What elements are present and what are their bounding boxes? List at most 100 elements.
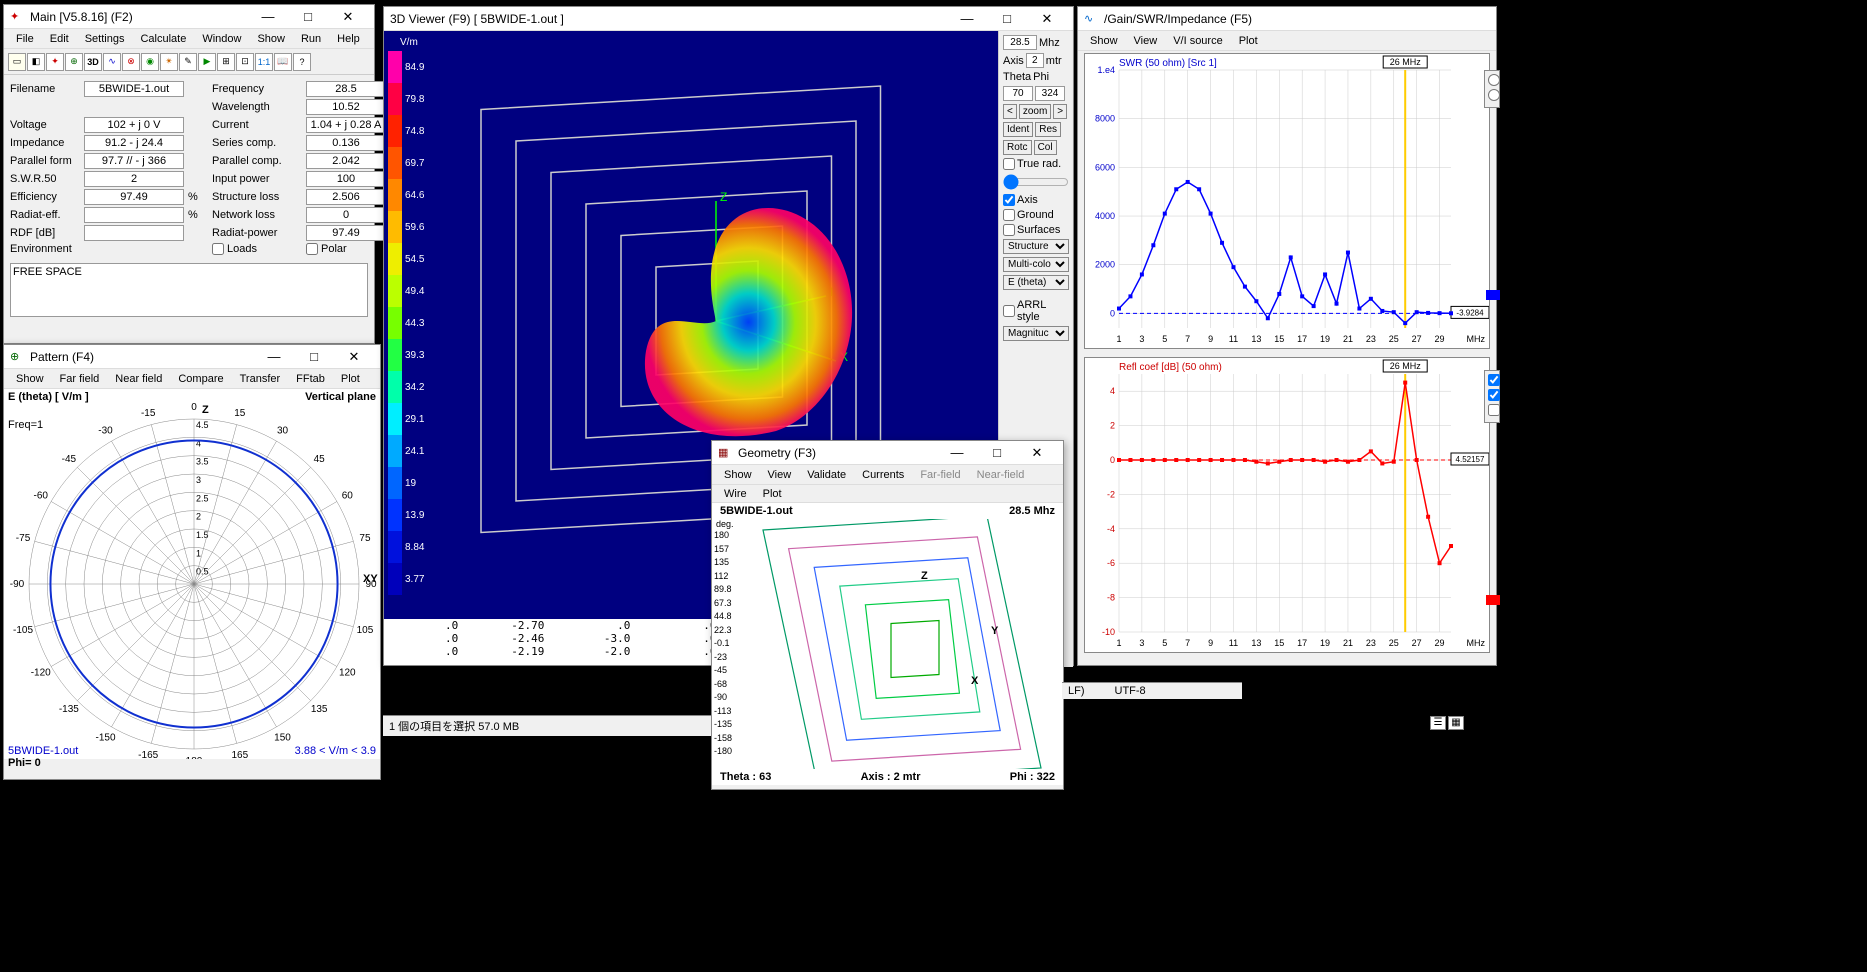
svg-text:27: 27 <box>1412 334 1422 344</box>
filename-field[interactable]: 5BWIDE-1.out <box>84 81 184 97</box>
pattern-maximize-button[interactable]: □ <box>294 346 334 368</box>
tool-4[interactable]: ⊕ <box>65 53 83 71</box>
v3d-zoom-right[interactable]: > <box>1053 104 1067 119</box>
geometry-maximize-button[interactable]: □ <box>977 442 1017 464</box>
geo-menu-show[interactable]: Show <box>716 467 760 483</box>
loads-checkbox[interactable] <box>212 243 224 255</box>
v3d-ident-button[interactable]: Ident <box>1003 122 1033 137</box>
geo-menu-view[interactable]: View <box>760 467 800 483</box>
tool-12[interactable]: ⊞ <box>217 53 235 71</box>
opt-n-checkbox[interactable]: N <box>1488 389 1511 401</box>
voltage-field[interactable]: 102 + j 0 V <box>84 117 184 133</box>
geo-menu-wire[interactable]: Wire <box>716 486 755 502</box>
v3d-axis-checkbox[interactable] <box>1003 194 1015 206</box>
svg-text:19: 19 <box>1320 638 1330 648</box>
pattern-menu-compare[interactable]: Compare <box>170 371 231 387</box>
v3d-slider[interactable] <box>1003 174 1069 190</box>
geometry-close-button[interactable]: ✕ <box>1017 442 1057 464</box>
v3d-axis-field[interactable] <box>1026 53 1044 68</box>
environment-box[interactable]: FREE SPACE <box>10 263 368 317</box>
tool-14[interactable]: 1:1 <box>255 53 273 71</box>
geometry-canvas[interactable]: deg. 18015713511289.867.344.822.3-0.1-23… <box>712 519 1063 769</box>
tool-8[interactable]: ◉ <box>141 53 159 71</box>
viewer3d-minimize-button[interactable]: — <box>947 8 987 30</box>
tool-11[interactable]: ▶ <box>198 53 216 71</box>
tool-6[interactable]: ∿ <box>103 53 121 71</box>
input-power-field[interactable]: 100 <box>306 171 386 187</box>
pattern-minimize-button[interactable]: — <box>254 346 294 368</box>
maximize-button[interactable]: □ <box>288 6 328 28</box>
v3d-col-button[interactable]: Col <box>1034 140 1057 155</box>
tool-2[interactable]: ◧ <box>27 53 45 71</box>
menu-edit[interactable]: Edit <box>42 31 77 47</box>
tool-7[interactable]: ⊗ <box>122 53 140 71</box>
v3d-ground-checkbox[interactable] <box>1003 209 1015 221</box>
gain-menu-plot[interactable]: Plot <box>1231 33 1266 49</box>
pattern-menu-fftab[interactable]: FFtab <box>288 371 333 387</box>
menu-show[interactable]: Show <box>249 31 293 47</box>
tool-15[interactable]: 📖 <box>274 53 292 71</box>
pattern-menu-farfield[interactable]: Far field <box>52 371 108 387</box>
menu-file[interactable]: File <box>8 31 42 47</box>
tool-3[interactable]: ✦ <box>46 53 64 71</box>
polar-label: Polar <box>321 243 347 255</box>
v3d-structure-select[interactable]: Structure <box>1003 239 1069 254</box>
v3d-theta-field[interactable] <box>1003 86 1033 101</box>
viewer3d-maximize-button[interactable]: □ <box>987 8 1027 30</box>
swr-field: 2 <box>84 171 184 187</box>
geo-menu-plot[interactable]: Plot <box>755 486 790 502</box>
tool-1[interactable]: ▭ <box>8 53 26 71</box>
minimize-button[interactable]: — <box>248 6 288 28</box>
close-button[interactable]: ✕ <box>328 6 368 28</box>
v3d-truerad-checkbox[interactable] <box>1003 158 1015 170</box>
polar-checkbox[interactable] <box>306 243 318 255</box>
opt-s-checkbox[interactable]: S <box>1488 404 1510 416</box>
geometry-minimize-button[interactable]: — <box>937 442 977 464</box>
geo-menu-nearfield[interactable]: Near-field <box>969 467 1033 483</box>
opt-g2-radio[interactable]: G <box>1488 89 1512 101</box>
geo-menu-validate[interactable]: Validate <box>799 467 854 483</box>
pattern-menu-transfer[interactable]: Transfer <box>232 371 289 387</box>
pattern-menu-show[interactable]: Show <box>8 371 52 387</box>
v3d-rotc-button[interactable]: Rotc <box>1003 140 1032 155</box>
viewer3d-close-button[interactable]: ✕ <box>1027 8 1067 30</box>
v3d-zoom-button[interactable]: zoom <box>1019 104 1051 119</box>
v3d-arrl-checkbox[interactable] <box>1003 305 1015 317</box>
swr-chart[interactable]: SWR (50 ohm) [Src 1]1.e48000600040002000… <box>1084 53 1490 349</box>
v3d-phi-field[interactable] <box>1035 86 1065 101</box>
v3d-magnitude-select[interactable]: Magnituc <box>1003 326 1069 341</box>
pattern-close-button[interactable]: ✕ <box>334 346 374 368</box>
v3d-zoom-left[interactable]: < <box>1003 104 1017 119</box>
menu-window[interactable]: Window <box>194 31 249 47</box>
opt-g-radio[interactable]: G <box>1488 74 1512 86</box>
v3d-res-button[interactable]: Res <box>1035 122 1061 137</box>
menu-settings[interactable]: Settings <box>77 31 133 47</box>
list-view-icon[interactable]: ☰ <box>1430 716 1446 730</box>
grid-view-icon[interactable]: ▦ <box>1448 716 1464 730</box>
v3d-freq-field[interactable] <box>1003 35 1037 50</box>
refl-chart[interactable]: Refl coef [dB] (50 ohm)420-2-4-6-8-10135… <box>1084 357 1490 653</box>
tool-13[interactable]: ⊡ <box>236 53 254 71</box>
viewer3d-colorbar: 84.979.874.869.764.659.654.549.444.339.3… <box>388 51 436 595</box>
menu-run[interactable]: Run <box>293 31 329 47</box>
pattern-menu-plot[interactable]: Plot <box>333 371 368 387</box>
geo-menu-farfield[interactable]: Far-field <box>912 467 968 483</box>
menu-help[interactable]: Help <box>329 31 368 47</box>
tool-16[interactable]: ? <box>293 53 311 71</box>
radiat-eff-unit: % <box>188 209 208 221</box>
tool-9[interactable]: ✴ <box>160 53 178 71</box>
pattern-menu-nearfield[interactable]: Near field <box>107 371 170 387</box>
tool-5[interactable]: 3D <box>84 53 102 71</box>
v3d-multicolor-select[interactable]: Multi-colo <box>1003 257 1069 272</box>
v3d-etheta-select[interactable]: E (theta) <box>1003 275 1069 290</box>
v3d-surfaces-checkbox[interactable] <box>1003 224 1015 236</box>
geo-menu-currents[interactable]: Currents <box>854 467 912 483</box>
gain-menu-show[interactable]: Show <box>1082 33 1126 49</box>
menu-calculate[interactable]: Calculate <box>132 31 194 47</box>
gain-menu-view[interactable]: View <box>1126 33 1166 49</box>
tool-10[interactable]: ✎ <box>179 53 197 71</box>
opt-m-checkbox[interactable]: M <box>1488 374 1512 386</box>
svg-text:-165: -165 <box>138 750 158 759</box>
frequency-field[interactable]: 28.5 <box>306 81 386 97</box>
gain-menu-vi[interactable]: V/I source <box>1165 33 1231 49</box>
